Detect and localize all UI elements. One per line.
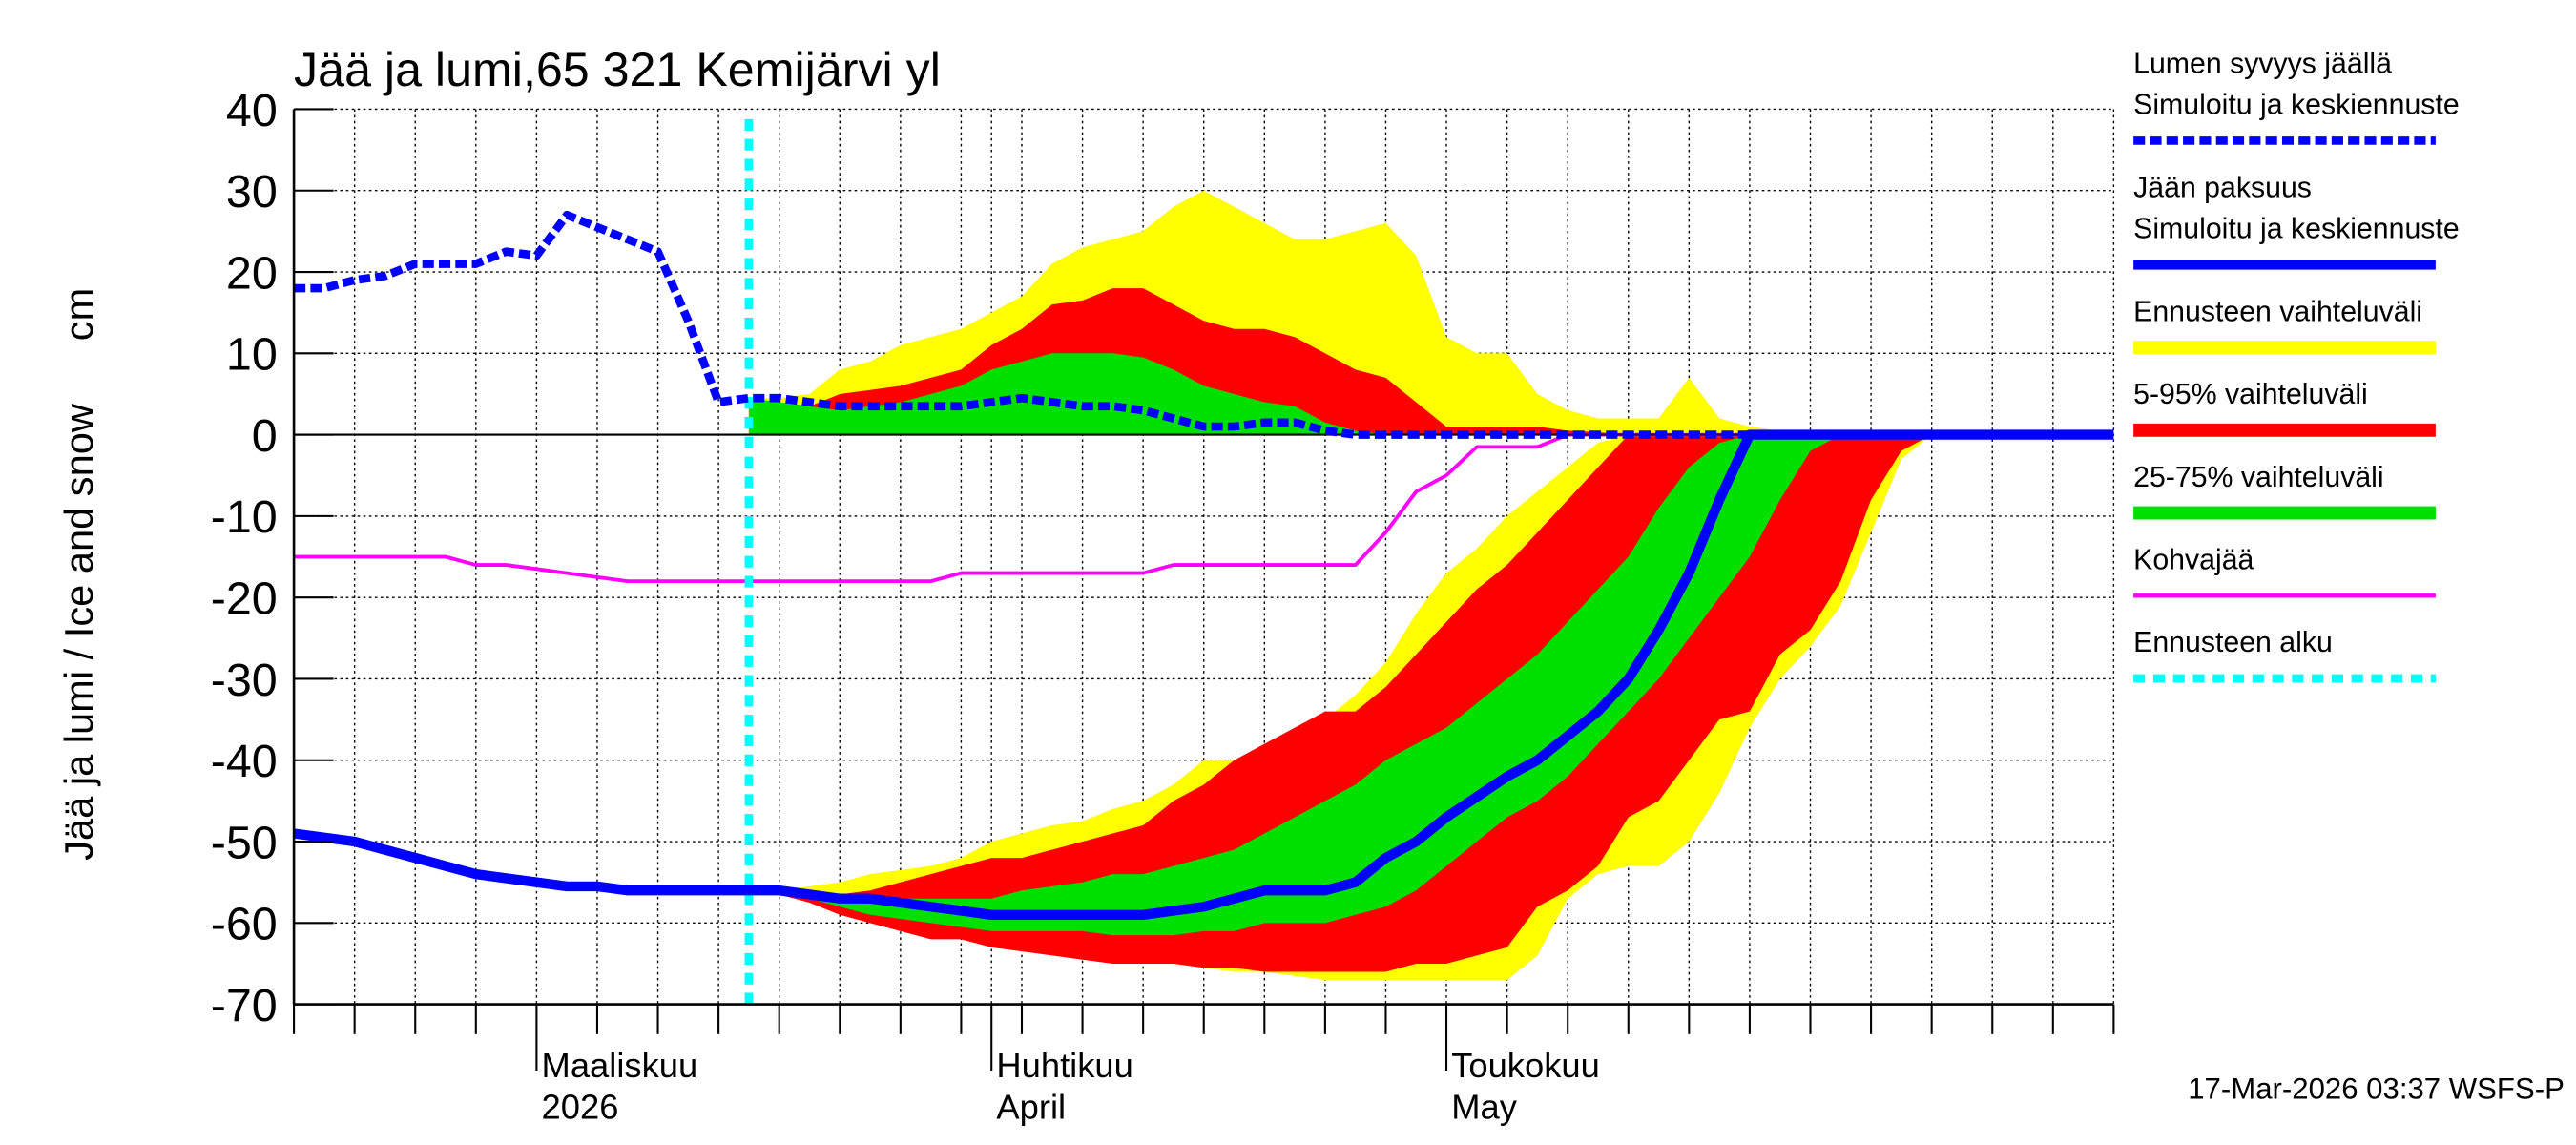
y-tick-label: -60 bbox=[211, 899, 278, 950]
x-tick-label: Maaliskuu bbox=[542, 1046, 698, 1085]
y-tick-label: -30 bbox=[211, 655, 278, 706]
legend-label: Kohvajää bbox=[2133, 545, 2254, 576]
y-tick-label: -40 bbox=[211, 736, 278, 787]
legend-label: Ennusteen alku bbox=[2133, 627, 2333, 658]
y-tick-label: -20 bbox=[211, 572, 278, 624]
legend-label: Simuloitu ja keskiennuste bbox=[2133, 90, 2460, 121]
y-tick-label: 40 bbox=[226, 85, 278, 136]
y-tick-label: 10 bbox=[226, 329, 278, 381]
axes: -70 -60 -50 -40 -30 -20 -10 0 10 20 30 40 Maaliskuu2… bbox=[211, 85, 2115, 1126]
y-axis-unit: cm bbox=[56, 288, 101, 341]
legend-label: 25-75% vaihteluväli bbox=[2133, 462, 2383, 493]
y-tick-label: 30 bbox=[226, 166, 278, 218]
y-tick-label: 0 bbox=[252, 410, 278, 462]
chart-title: Jää ja lumi,65 321 Kemijärvi yl bbox=[294, 43, 941, 96]
legend-label: Jään paksuus bbox=[2133, 172, 2312, 203]
legend-label: 5-95% vaihteluväli bbox=[2133, 379, 2368, 410]
y-axis-label: Jää ja lumi / Ice and snow bbox=[56, 403, 101, 861]
x-tick-label: 2026 bbox=[542, 1087, 619, 1126]
x-tick-label: Huhtikuu bbox=[996, 1046, 1132, 1085]
y-tick-label: -10 bbox=[211, 491, 278, 543]
x-tick-label: May bbox=[1451, 1087, 1517, 1126]
x-tick-label: Toukokuu bbox=[1451, 1046, 1600, 1085]
x-tick-label: April bbox=[996, 1087, 1066, 1126]
y-tick-label: -70 bbox=[211, 980, 278, 1031]
legend-label: Lumen syvyys jäällä bbox=[2133, 48, 2392, 79]
ice-range bbox=[748, 434, 2114, 972]
snow-range bbox=[748, 353, 2114, 435]
footer: 17-Mar-2026 03:37 WSFS-P bbox=[2188, 1072, 2565, 1105]
data bbox=[293, 118, 2114, 1005]
legend-label: Simuloitu ja keskiennuste bbox=[2133, 214, 2460, 245]
y-tick-label: 20 bbox=[226, 247, 278, 299]
y-tick-label: -50 bbox=[211, 817, 278, 868]
ice-thickness-line bbox=[293, 429, 2114, 920]
legend-label: Ennusteen vaihteluväli bbox=[2133, 296, 2422, 327]
